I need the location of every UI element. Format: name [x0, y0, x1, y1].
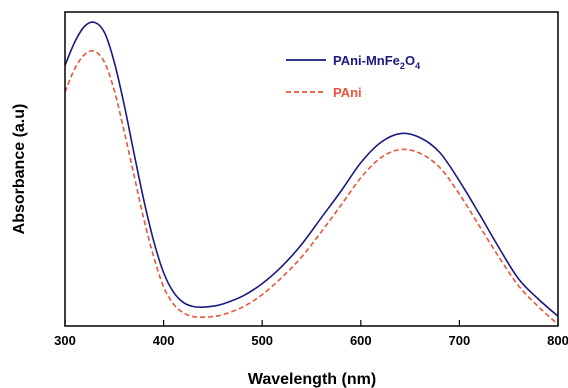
- legend: PAni-MnFe2O4 PAni: [286, 53, 420, 100]
- legend-item-pani: PAni: [286, 85, 362, 100]
- series-line-pani: [64, 49, 559, 326]
- legend-label-pani-mnfe2o4: PAni-MnFe2O4: [333, 53, 420, 71]
- x-tick-label: 800: [547, 333, 568, 348]
- x-tick-label: 500: [251, 333, 273, 348]
- legend-label-pani: PAni: [333, 85, 362, 100]
- plot-curves: [64, 21, 559, 326]
- x-axis-ticks: 300 400 500 600 700 800: [54, 320, 568, 348]
- x-tick-label: 700: [449, 333, 471, 348]
- series-line-pani-mnfe2o4: [64, 21, 559, 317]
- x-axis-title: Wavelength (nm): [248, 371, 376, 388]
- x-tick-label: 300: [54, 333, 76, 348]
- y-axis-title: Absorbance (a.u): [11, 104, 28, 235]
- plot-frame: [64, 11, 559, 327]
- legend-item-pani-mnfe2o4: PAni-MnFe2O4: [286, 53, 420, 71]
- x-tick-label: 600: [350, 333, 372, 348]
- x-tick-label: 400: [153, 333, 175, 348]
